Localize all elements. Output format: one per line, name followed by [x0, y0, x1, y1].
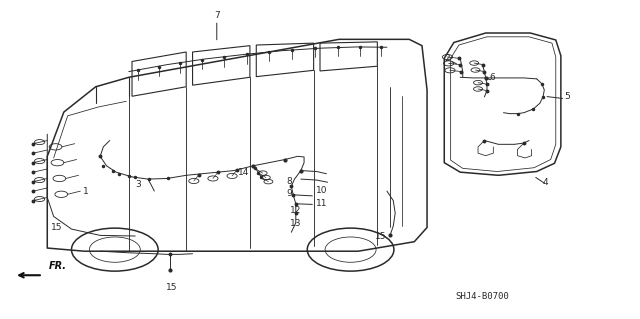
- Text: 11: 11: [316, 199, 328, 208]
- Text: FR.: FR.: [49, 261, 67, 271]
- Text: 8: 8: [287, 176, 292, 186]
- Text: SHJ4-B0700: SHJ4-B0700: [456, 292, 509, 300]
- Text: 12: 12: [290, 206, 301, 215]
- Text: 6: 6: [490, 73, 495, 82]
- Text: 15: 15: [376, 233, 387, 241]
- Text: 9: 9: [287, 189, 292, 198]
- Text: 7: 7: [214, 11, 220, 20]
- Text: 1: 1: [83, 187, 88, 196]
- Text: 3: 3: [136, 180, 141, 189]
- Text: 2: 2: [445, 54, 451, 63]
- Text: 15: 15: [51, 223, 63, 232]
- Text: 14: 14: [238, 168, 249, 177]
- Text: 5: 5: [564, 92, 570, 101]
- Text: 10: 10: [316, 186, 328, 195]
- Text: 13: 13: [290, 219, 301, 228]
- Text: 4: 4: [543, 178, 548, 187]
- Text: 15: 15: [166, 283, 178, 292]
